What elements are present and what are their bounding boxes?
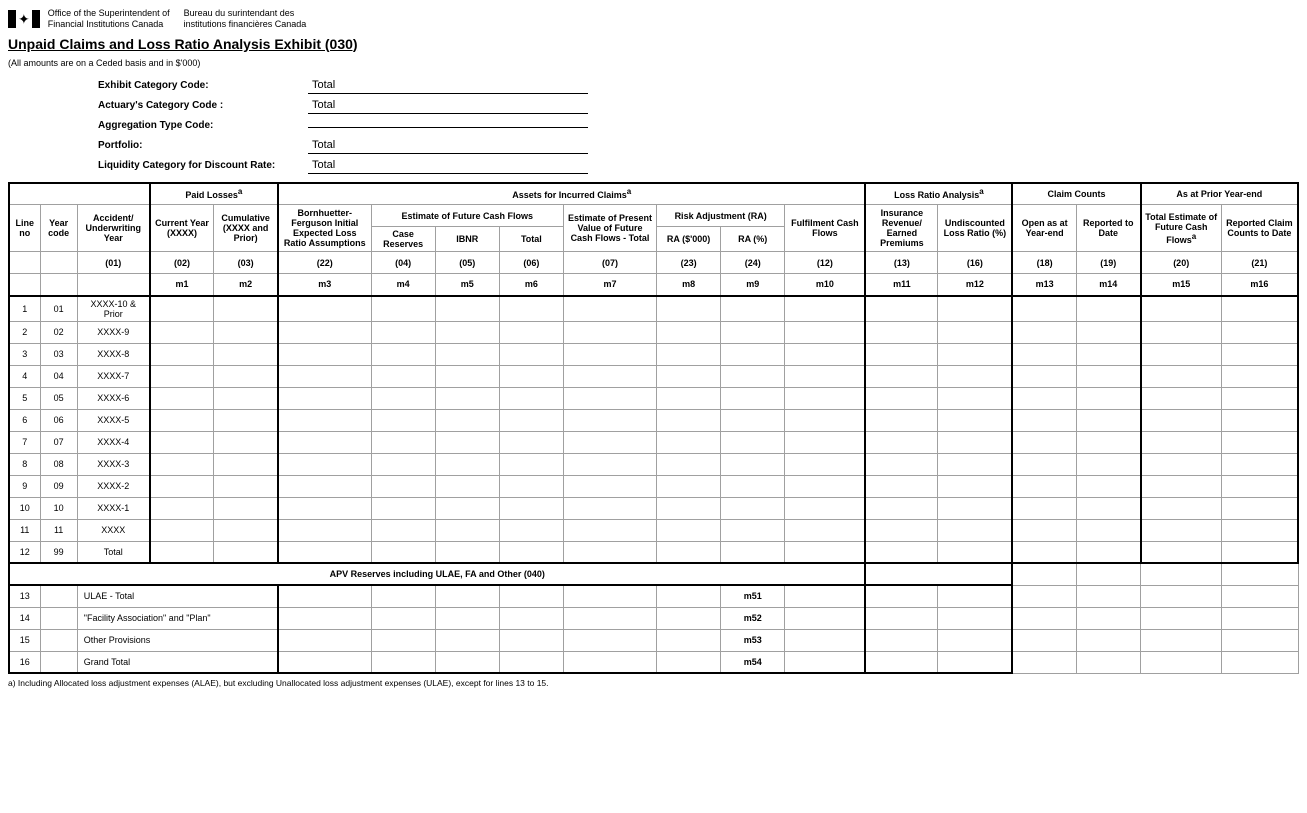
sub-header-row-1: Line no Year code Accident/ Underwriting…	[9, 205, 1298, 227]
col-ins-rev: Insurance Revenue/ Earned Premiums	[865, 205, 937, 252]
col-undisc: Undiscounted Loss Ratio (%)	[938, 205, 1012, 252]
meta-label: Liquidity Category for Discount Rate:	[8, 160, 308, 171]
page-title: Unpaid Claims and Loss Ratio Analysis Ex…	[8, 36, 1299, 52]
col-current-year: Current Year (XXXX)	[150, 205, 214, 252]
col-bf: Bornhuetter-Ferguson Initial Expected Lo…	[278, 205, 371, 252]
estimate-future-h: Estimate of Future Cash Flows	[371, 205, 563, 227]
col-fulfilment: Fulfilment Cash Flows	[785, 205, 866, 252]
org-fr-2: institutions financières Canada	[184, 19, 307, 30]
table-row: 1111XXXX	[9, 519, 1298, 541]
claim-counts-h: Claim Counts	[1012, 183, 1140, 205]
table-row: 1010XXXX-1	[9, 497, 1298, 519]
canada-flag-icon: ✦	[8, 10, 40, 28]
org-text: Office of the Superintendent of Financia…	[48, 8, 307, 30]
table-row: 101XXXX-10 & Prior	[9, 296, 1298, 322]
meta-value: Total	[308, 77, 588, 94]
meta-value: Total	[308, 97, 588, 114]
col-acc-year: Accident/ Underwriting Year	[77, 205, 149, 252]
col-ra-000: RA ($'000)	[657, 227, 721, 252]
table-row: 606XXXX-5	[9, 409, 1298, 431]
section2-title-row: APV Reserves including ULAE, FA and Othe…	[9, 563, 1298, 585]
paid-losses-h: Paid Losses	[185, 190, 238, 200]
table-row: 404XXXX-7	[9, 365, 1298, 387]
section-header-row: Paid Lossesa Assets for Incurred Claimsa…	[9, 183, 1298, 205]
meta-value: Total	[308, 157, 588, 174]
col-cumulative: Cumulative (XXXX and Prior)	[214, 205, 278, 252]
col-reported: Reported to Date	[1076, 205, 1140, 252]
meta-label: Actuary's Category Code :	[8, 100, 308, 111]
meta-value: Total	[308, 137, 588, 154]
col-case-res: Case Reserves	[371, 227, 435, 252]
meta-block: Exhibit Category Code:Total Actuary's Ca…	[8, 76, 1299, 176]
meta-value	[308, 123, 588, 128]
col-pv-total: Estimate of Present Value of Future Cash…	[563, 205, 656, 252]
table-row: 1299Total	[9, 541, 1298, 563]
footnote: a) Including Allocated loss adjustment e…	[8, 678, 1299, 688]
col-year-code: Year code	[40, 205, 77, 252]
main-grid: Paid Lossesa Assets for Incurred Claimsa…	[8, 182, 1299, 675]
risk-adj-h: Risk Adjustment (RA)	[657, 205, 785, 227]
meta-label: Portfolio:	[8, 140, 308, 151]
table-row: 13ULAE - Totalm51	[9, 585, 1298, 607]
col-tot-est: Total Estimate of Future Cash Flows	[1145, 212, 1217, 245]
table-row: 15Other Provisionsm53	[9, 629, 1298, 651]
table-row: 303XXXX-8	[9, 343, 1298, 365]
assets-h: Assets for Incurred Claims	[512, 190, 627, 200]
table-row: 909XXXX-2	[9, 475, 1298, 497]
col-rep-counts: Reported Claim Counts to Date	[1221, 205, 1298, 252]
col-ra-pct: RA (%)	[721, 227, 785, 252]
col-ibnr: IBNR	[435, 227, 499, 252]
meta-label: Exhibit Category Code:	[8, 80, 308, 91]
mcode-row: m1 m2 m3 m4 m5 m6 m7 m8 m9 m10 m11 m12 m…	[9, 274, 1298, 296]
loss-ratio-h: Loss Ratio Analysis	[894, 190, 979, 200]
meta-label: Aggregation Type Code:	[8, 120, 308, 131]
header-logo-row: ✦ Office of the Superintendent of Financ…	[8, 8, 1299, 30]
page-subtitle: (All amounts are on a Ceded basis and in…	[8, 58, 1299, 68]
table-row: 202XXXX-9	[9, 321, 1298, 343]
code-row: (01) (02) (03) (22) (04) (05) (06) (07) …	[9, 252, 1298, 274]
col-total: Total	[499, 227, 563, 252]
table-row: 505XXXX-6	[9, 387, 1298, 409]
col-open-ye: Open as at Year-end	[1012, 205, 1076, 252]
table-row: 808XXXX-3	[9, 453, 1298, 475]
table-row: 16Grand Totalm54	[9, 651, 1298, 673]
org-fr-1: Bureau du surintendant des	[184, 8, 307, 19]
org-en-2: Financial Institutions Canada	[48, 19, 170, 30]
col-line-no: Line no	[9, 205, 40, 252]
table-row: 707XXXX-4	[9, 431, 1298, 453]
prior-year-h: As at Prior Year-end	[1141, 183, 1298, 205]
org-en-1: Office of the Superintendent of	[48, 8, 170, 19]
table-row: 14"Facility Association" and "Plan"m52	[9, 607, 1298, 629]
